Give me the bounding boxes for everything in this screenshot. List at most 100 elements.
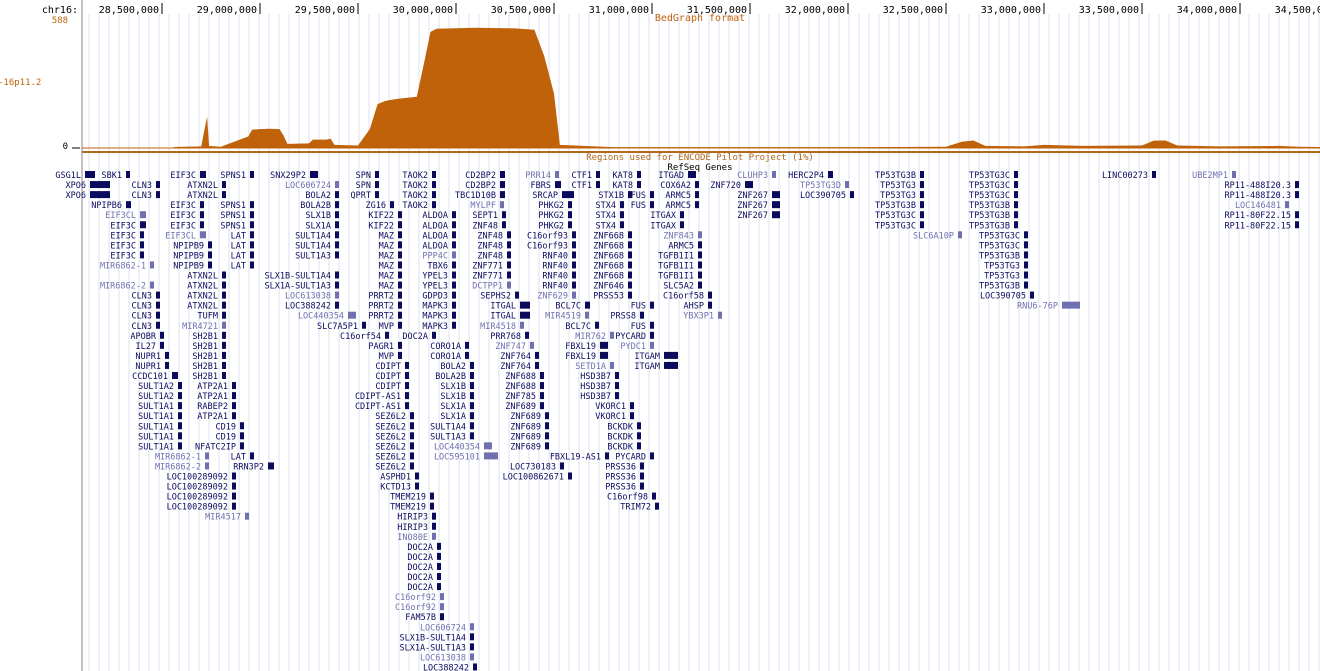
gene-feature[interactable]: FUS [631,191,654,201]
gene-feature[interactable]: LOC613038 [285,291,339,302]
gene-feature[interactable]: ZNF48 [477,231,511,241]
gene-feature[interactable]: RNF40 [542,261,576,271]
gene-feature[interactable]: ZNF689 [510,432,549,442]
gene-feature[interactable]: HIRIP3 [397,512,436,523]
gene-feature[interactable]: TP53TG3B [969,211,1018,221]
gene-feature[interactable]: QPRT [351,191,379,201]
gene-feature[interactable]: PHKG2 [538,211,572,221]
gene-feature[interactable]: SPN [356,171,379,181]
gene-feature[interactable]: EIF3C [170,211,204,221]
gene-feature[interactable]: SLC7A5P1 [317,321,366,332]
gene-feature[interactable]: SEZ6L2 [375,462,414,472]
gene-feature[interactable]: MYLPF [470,201,504,211]
gene-feature[interactable]: SH2B1 [192,331,226,342]
gene-feature[interactable]: TP53TG3C [979,241,1028,251]
gene-feature[interactable]: ZNF668 [593,251,632,261]
gene-feature[interactable]: MIR4518 [480,321,524,332]
gene-feature[interactable]: ZNF747 [495,341,534,352]
gene-feature[interactable]: DCTPP1 [472,281,511,292]
gene-feature[interactable]: IL27 [136,341,164,352]
gene-feature[interactable]: FBRS [531,181,561,191]
gene-feature[interactable]: SULT1A4 [295,241,339,251]
gene-feature[interactable]: SULT1A1 [138,412,182,422]
gene-feature[interactable]: ARMC5 [665,201,699,211]
gene-feature[interactable]: SULT1A1 [138,402,182,412]
gene-feature[interactable]: LOC100289092 [167,472,236,483]
gene-feature[interactable]: ITGAX [650,221,684,231]
gene-feature[interactable]: ZG16 [366,201,394,211]
gene-feature[interactable]: C16orf92 [395,603,444,613]
gene-feature[interactable]: TP53TG3 [984,271,1028,282]
gene-feature[interactable]: ZNF267 [737,191,780,201]
gene-feature[interactable]: ATP2A1 [197,412,236,422]
gene-feature[interactable]: SLC6A10P [913,231,962,241]
gene-feature[interactable]: ALDOA [422,211,456,221]
gene-feature[interactable]: PPP4C [422,251,456,261]
gene-feature[interactable]: MIR6862-1 [155,452,209,462]
gene-feature[interactable]: SULT1A3 [295,251,339,261]
gene-feature[interactable]: PYDC1 [620,341,654,352]
gene-feature[interactable]: CLN3 [132,291,160,302]
gene-feature[interactable]: ITGAL [490,301,530,312]
gene-feature[interactable]: ITGAL [490,311,530,322]
gene-feature[interactable]: TP53TG3B [969,201,1018,211]
gene-feature[interactable]: PRSS8 [610,311,644,322]
gene-feature[interactable]: MIR762 [575,331,614,342]
gene-feature[interactable]: CDIPT-AS1 [355,402,409,412]
gene-feature[interactable]: SULT1A2 [138,382,182,392]
gene-feature[interactable]: EIF3CL [105,211,146,221]
gene-feature[interactable]: TAOK2 [402,181,436,191]
gene-feature[interactable]: SNX29P2 [270,171,318,181]
gene-feature[interactable]: YBX3P1 [683,311,722,322]
gene-feature[interactable]: ZNF689 [510,442,549,452]
gene-feature[interactable]: ATXN2L [187,181,226,191]
gene-feature[interactable]: TUFM [198,311,226,322]
gene-feature[interactable]: ZNF785 [505,392,544,402]
gene-feature[interactable]: EIF3C [110,221,146,231]
gene-feature[interactable]: LOC146481 [1235,201,1289,211]
gene-feature[interactable]: SLX1A [440,402,474,412]
gene-feature[interactable]: STX1B [598,191,632,201]
gene-feature[interactable]: MIR6862-1 [100,261,154,271]
gene-feature[interactable]: TMEM219 [390,492,434,503]
gene-feature[interactable]: FBXL19 [565,341,608,352]
gene-feature[interactable]: SPNS1 [220,201,254,211]
gene-feature[interactable]: CORO1A [430,351,469,362]
gene-feature[interactable]: ZNF689 [510,422,549,432]
gene-feature[interactable]: SEPT1 [472,211,506,221]
gene-feature[interactable]: MIR6862-2 [155,462,209,472]
gene-feature[interactable]: ZNF668 [593,231,632,241]
gene-feature[interactable]: SPNS1 [220,221,254,231]
gene-feature[interactable]: PRR14 [525,171,559,181]
gene-feature[interactable]: CLN3 [132,191,160,201]
gene-feature[interactable]: STX4 [596,211,624,221]
gene-feature[interactable]: COX6A2 [660,181,699,191]
gene-feature[interactable]: CLN3 [132,301,160,312]
gene-feature[interactable]: PYCARD [615,331,654,342]
gene-feature[interactable]: SEZ6L2 [375,422,414,432]
gene-feature[interactable]: SH2B1 [192,341,226,352]
gene-feature[interactable]: CCDC101 [132,372,178,382]
gene-feature[interactable]: MVP [379,351,402,362]
gene-feature[interactable]: CTF1 [572,181,600,191]
gene-feature[interactable]: CTF1 [572,171,600,181]
gene-feature[interactable]: EIF3C [110,251,144,261]
gene-feature[interactable]: PRR768 [490,331,529,342]
gene-feature[interactable]: TMEM219 [390,502,434,513]
gene-feature[interactable]: ALDOA [422,241,456,251]
gene-feature[interactable]: C16orf98 [607,492,656,503]
gene-feature[interactable]: ZNF688 [505,382,544,392]
gene-feature[interactable]: RP11-80F22.15 [1224,221,1299,231]
gene-feature[interactable]: ATP2A1 [197,382,236,392]
gene-feature[interactable]: KAT8 [613,171,641,181]
gene-feature[interactable]: HSD3B7 [580,372,619,382]
gene-feature[interactable]: HSD3B7 [580,382,619,392]
gene-feature[interactable]: CDIPT-AS1 [355,392,409,402]
gene-feature[interactable]: MAZ [379,281,402,292]
gene-feature[interactable]: MIR4517 [205,512,249,523]
gene-feature[interactable]: ZNF689 [505,402,544,412]
gene-feature[interactable]: EIF3C [170,171,206,181]
gene-feature[interactable]: BOLA2 [305,191,339,201]
gene-feature[interactable]: BOLA2 [440,361,474,372]
